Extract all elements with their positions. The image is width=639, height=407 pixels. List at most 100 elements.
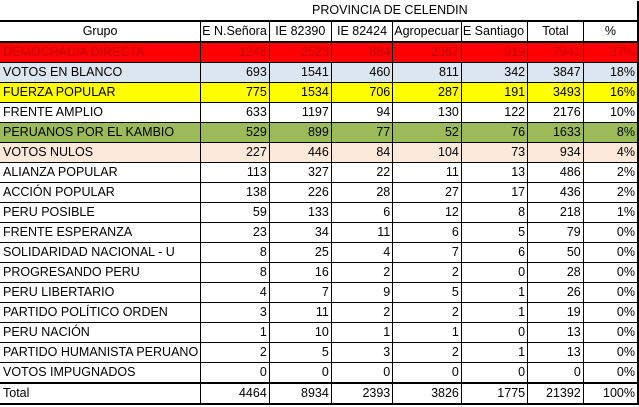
cell-grupo[interactable]: DEMOCRACIA DIRECTA [0, 41, 202, 63]
cell-total-label[interactable]: Total [0, 382, 202, 405]
cell-total-agropecuaria[interactable]: 3826 [392, 382, 462, 405]
header-agropecuaria[interactable]: Agropecuar [392, 20, 462, 43]
cell-agropecuaria[interactable]: 104 [392, 142, 462, 163]
cell-total-e-santiago[interactable]: 1775 [460, 382, 529, 405]
cell-total[interactable]: 13 [527, 342, 584, 363]
cell-ie-82390[interactable]: 1534 [268, 82, 332, 103]
cell-e-nsenora[interactable]: 693 [200, 62, 270, 83]
cell-total[interactable]: 3847 [527, 62, 584, 83]
cell-e-santiago[interactable]: 5 [460, 222, 529, 243]
cell-ie-82390[interactable]: 10 [268, 322, 332, 343]
header-percent[interactable]: % [582, 20, 639, 43]
cell-agropecuaria[interactable]: 27 [392, 182, 462, 203]
cell-agropecuaria[interactable]: 2 [392, 262, 462, 283]
cell-e-nsenora[interactable]: 8 [200, 242, 270, 263]
cell-grupo[interactable]: PARTIDO POLÍTICO ORDEN [0, 302, 202, 323]
header-ie-82424[interactable]: IE 82424 [330, 20, 394, 43]
cell-ie-82390[interactable]: 0 [268, 362, 332, 384]
cell-total[interactable]: 19 [527, 302, 584, 323]
cell-grupo[interactable]: VOTOS IMPUGNADOS [0, 362, 202, 384]
cell-total[interactable]: 13 [527, 322, 584, 343]
cell-ie-82424[interactable]: 4 [330, 242, 394, 263]
cell-total-percent[interactable]: 100% [582, 382, 639, 405]
cell-agropecuaria[interactable]: 5 [392, 282, 462, 303]
cell-grupo[interactable]: FRENTE ESPERANZA [0, 222, 202, 243]
cell-e-nsenora[interactable]: 775 [200, 82, 270, 103]
cell-e-nsenora[interactable]: 3 [200, 302, 270, 323]
cell-total[interactable]: 2176 [527, 102, 584, 123]
cell-agropecuaria[interactable]: 811 [392, 62, 462, 83]
cell-agropecuaria[interactable]: 7 [392, 242, 462, 263]
cell-percent[interactable]: 2% [582, 182, 639, 203]
cell-e-nsenora[interactable]: 1 [200, 322, 270, 343]
table-title[interactable]: PROVINCIA DE CELENDIN [200, 1, 639, 22]
cell-agropecuaria[interactable]: 2 [392, 342, 462, 363]
cell-ie-82424[interactable]: 22 [330, 162, 394, 183]
cell-e-santiago[interactable]: 0 [460, 362, 529, 384]
cell-e-nsenora[interactable]: 529 [200, 122, 270, 143]
cell-grupo[interactable]: VOTOS NULOS [0, 142, 202, 163]
cell-grupo[interactable]: FUERZA POPULAR [0, 82, 202, 103]
cell-total[interactable]: 934 [527, 142, 584, 163]
cell-agropecuaria[interactable]: 11 [392, 162, 462, 183]
cell-grupo[interactable]: FRENTE AMPLIO [0, 102, 202, 123]
header-ie-82390[interactable]: IE 82390 [268, 20, 332, 43]
cell-e-santiago[interactable]: 0 [460, 262, 529, 283]
cell-e-santiago[interactable]: 1 [460, 302, 529, 323]
cell-percent[interactable]: 0% [582, 322, 639, 343]
cell-e-santiago[interactable]: 6 [460, 242, 529, 263]
cell-grupo[interactable]: PERU POSIBLE [0, 202, 202, 223]
cell-e-nsenora[interactable]: 2 [200, 342, 270, 363]
cell-grupo[interactable]: PARTIDO HUMANISTA PERUANO [0, 342, 202, 363]
cell-agropecuaria[interactable]: 2367 [392, 41, 462, 63]
cell-ie-82390[interactable]: 1197 [268, 102, 332, 123]
cell-ie-82424[interactable]: 6 [330, 202, 394, 223]
cell-percent[interactable]: 0% [582, 242, 639, 263]
cell-e-santiago[interactable]: 191 [460, 82, 529, 103]
cell-total[interactable]: 79 [527, 222, 584, 243]
title-spacer-cell[interactable] [0, 1, 201, 22]
cell-ie-82390[interactable]: 25 [268, 242, 332, 263]
cell-ie-82424[interactable]: 2 [330, 302, 394, 323]
cell-agropecuaria[interactable]: 1 [392, 322, 462, 343]
cell-e-santiago[interactable]: 919 [460, 41, 529, 63]
header-grupo[interactable]: Grupo [0, 20, 202, 43]
cell-total[interactable]: 50 [527, 242, 584, 263]
cell-ie-82424[interactable]: 28 [330, 182, 394, 203]
header-e-nsenora[interactable]: E N.Señora [200, 20, 270, 43]
cell-e-nsenora[interactable]: 633 [200, 102, 270, 123]
cell-agropecuaria[interactable]: 6 [392, 222, 462, 243]
cell-ie-82390[interactable]: 1541 [268, 62, 332, 83]
cell-e-santiago[interactable]: 342 [460, 62, 529, 83]
cell-percent[interactable]: 0% [582, 282, 639, 303]
cell-agropecuaria[interactable]: 130 [392, 102, 462, 123]
cell-e-nsenora[interactable]: 23 [200, 222, 270, 243]
cell-e-santiago[interactable]: 76 [460, 122, 529, 143]
cell-ie-82424[interactable]: 9 [330, 282, 394, 303]
cell-ie-82424[interactable]: 884 [330, 41, 394, 63]
cell-ie-82424[interactable]: 706 [330, 82, 394, 103]
cell-percent[interactable]: 4% [582, 142, 639, 163]
cell-percent[interactable]: 0% [582, 342, 639, 363]
cell-total[interactable]: 436 [527, 182, 584, 203]
cell-agropecuaria[interactable]: 0 [392, 362, 462, 384]
cell-ie-82390[interactable]: 34 [268, 222, 332, 243]
cell-ie-82424[interactable]: 460 [330, 62, 394, 83]
cell-grupo[interactable]: PERU LIBERTARIO [0, 282, 202, 303]
cell-percent[interactable]: 0% [582, 362, 639, 384]
cell-ie-82390[interactable]: 11 [268, 302, 332, 323]
cell-grupo[interactable]: PROGRESANDO PERU [0, 262, 202, 283]
cell-percent[interactable]: 0% [582, 302, 639, 323]
cell-grupo[interactable]: ACCIÓN POPULAR [0, 182, 202, 203]
cell-agropecuaria[interactable]: 287 [392, 82, 462, 103]
cell-ie-82424[interactable]: 77 [330, 122, 394, 143]
cell-ie-82424[interactable]: 3 [330, 342, 394, 363]
cell-e-nsenora[interactable]: 8 [200, 262, 270, 283]
cell-percent[interactable]: 8% [582, 122, 639, 143]
cell-total[interactable]: 486 [527, 162, 584, 183]
cell-e-nsenora[interactable]: 138 [200, 182, 270, 203]
cell-total[interactable]: 28 [527, 262, 584, 283]
cell-e-santiago[interactable]: 1 [460, 282, 529, 303]
cell-percent[interactable]: 1% [582, 202, 639, 223]
cell-ie-82390[interactable]: 5 [268, 342, 332, 363]
